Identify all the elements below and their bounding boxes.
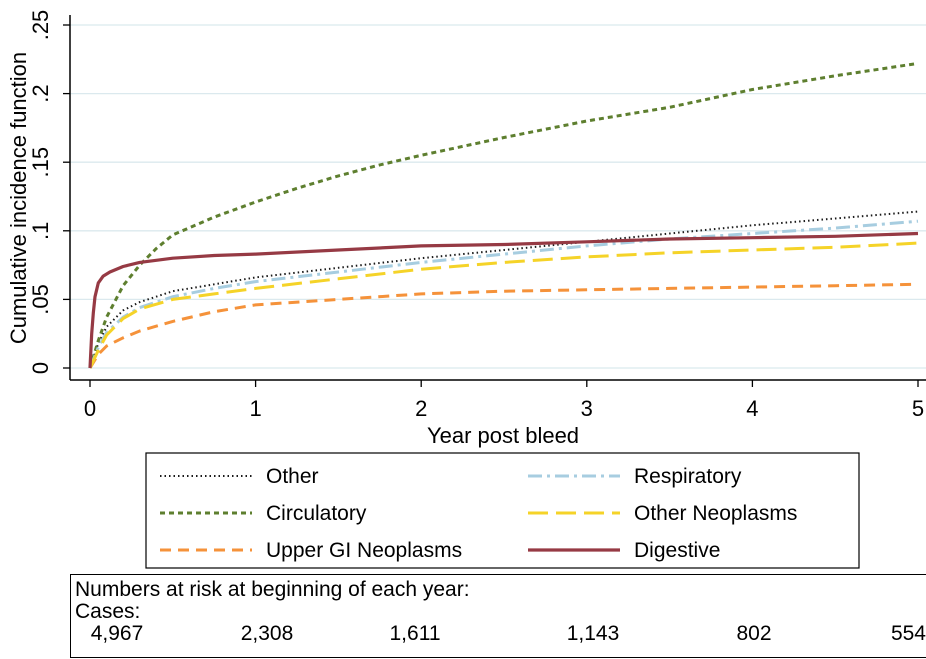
series-line-circulatory xyxy=(88,61,919,369)
risk-value: 802 xyxy=(736,622,772,645)
x-tick-label: 0 xyxy=(84,396,96,421)
legend-label: Digestive xyxy=(634,539,720,562)
risk-value: 554 xyxy=(890,622,926,645)
legend-label: Circulatory xyxy=(266,502,367,525)
y-tick-label: .2 xyxy=(28,84,53,102)
y-tick-label: .25 xyxy=(28,10,53,41)
risk-value: 4,967 xyxy=(90,622,144,645)
x-tick-label: 4 xyxy=(746,396,758,421)
x-tick-label: 1 xyxy=(249,396,261,421)
risk-table-title: Numbers at risk at beginning of each yea… xyxy=(75,578,470,601)
series-line-upper-gi-neoplasms xyxy=(88,282,919,369)
y-tick-label: .1 xyxy=(28,222,53,240)
x-tick-label: 3 xyxy=(581,396,593,421)
axes xyxy=(69,15,926,381)
legend-label: Upper GI Neoplasms xyxy=(266,539,462,562)
legend-label: Other xyxy=(266,465,319,488)
series-line-other xyxy=(89,210,919,369)
data-series xyxy=(88,61,919,369)
y-tick-label: 0 xyxy=(28,362,53,374)
legend: Other Respiratory Circulatory Other Neoplas… xyxy=(160,465,797,562)
series-line-other-neoplasms xyxy=(88,241,919,369)
x-axis-label: Year post bleed xyxy=(427,423,579,448)
series-line-digestive xyxy=(88,231,919,369)
legend-label: Other Neoplasms xyxy=(634,502,797,525)
risk-value: 1,143 xyxy=(566,622,620,645)
y-tick-label: .15 xyxy=(28,147,53,178)
legend-box xyxy=(145,452,860,569)
risk-value: 2,308 xyxy=(240,622,294,645)
legend-label: Respiratory xyxy=(634,465,742,488)
risk-value: 1,611 xyxy=(389,622,441,645)
series-line-respiratory xyxy=(88,219,919,369)
y-axis-label: Cumulative incidence function xyxy=(6,52,31,344)
risk-table-group-label: Cases: xyxy=(75,600,141,623)
x-tick-label: 5 xyxy=(912,396,924,421)
numbers-at-risk-table: Numbers at risk at beginning of each yea… xyxy=(70,574,926,658)
x-tick-label: 2 xyxy=(415,396,427,421)
grid-lines xyxy=(70,24,926,369)
axis-ticks: 0 .05 .1 .15 .2 .25 0 1 2 3 4 5 xyxy=(28,10,924,421)
y-tick-label: .05 xyxy=(28,284,53,315)
